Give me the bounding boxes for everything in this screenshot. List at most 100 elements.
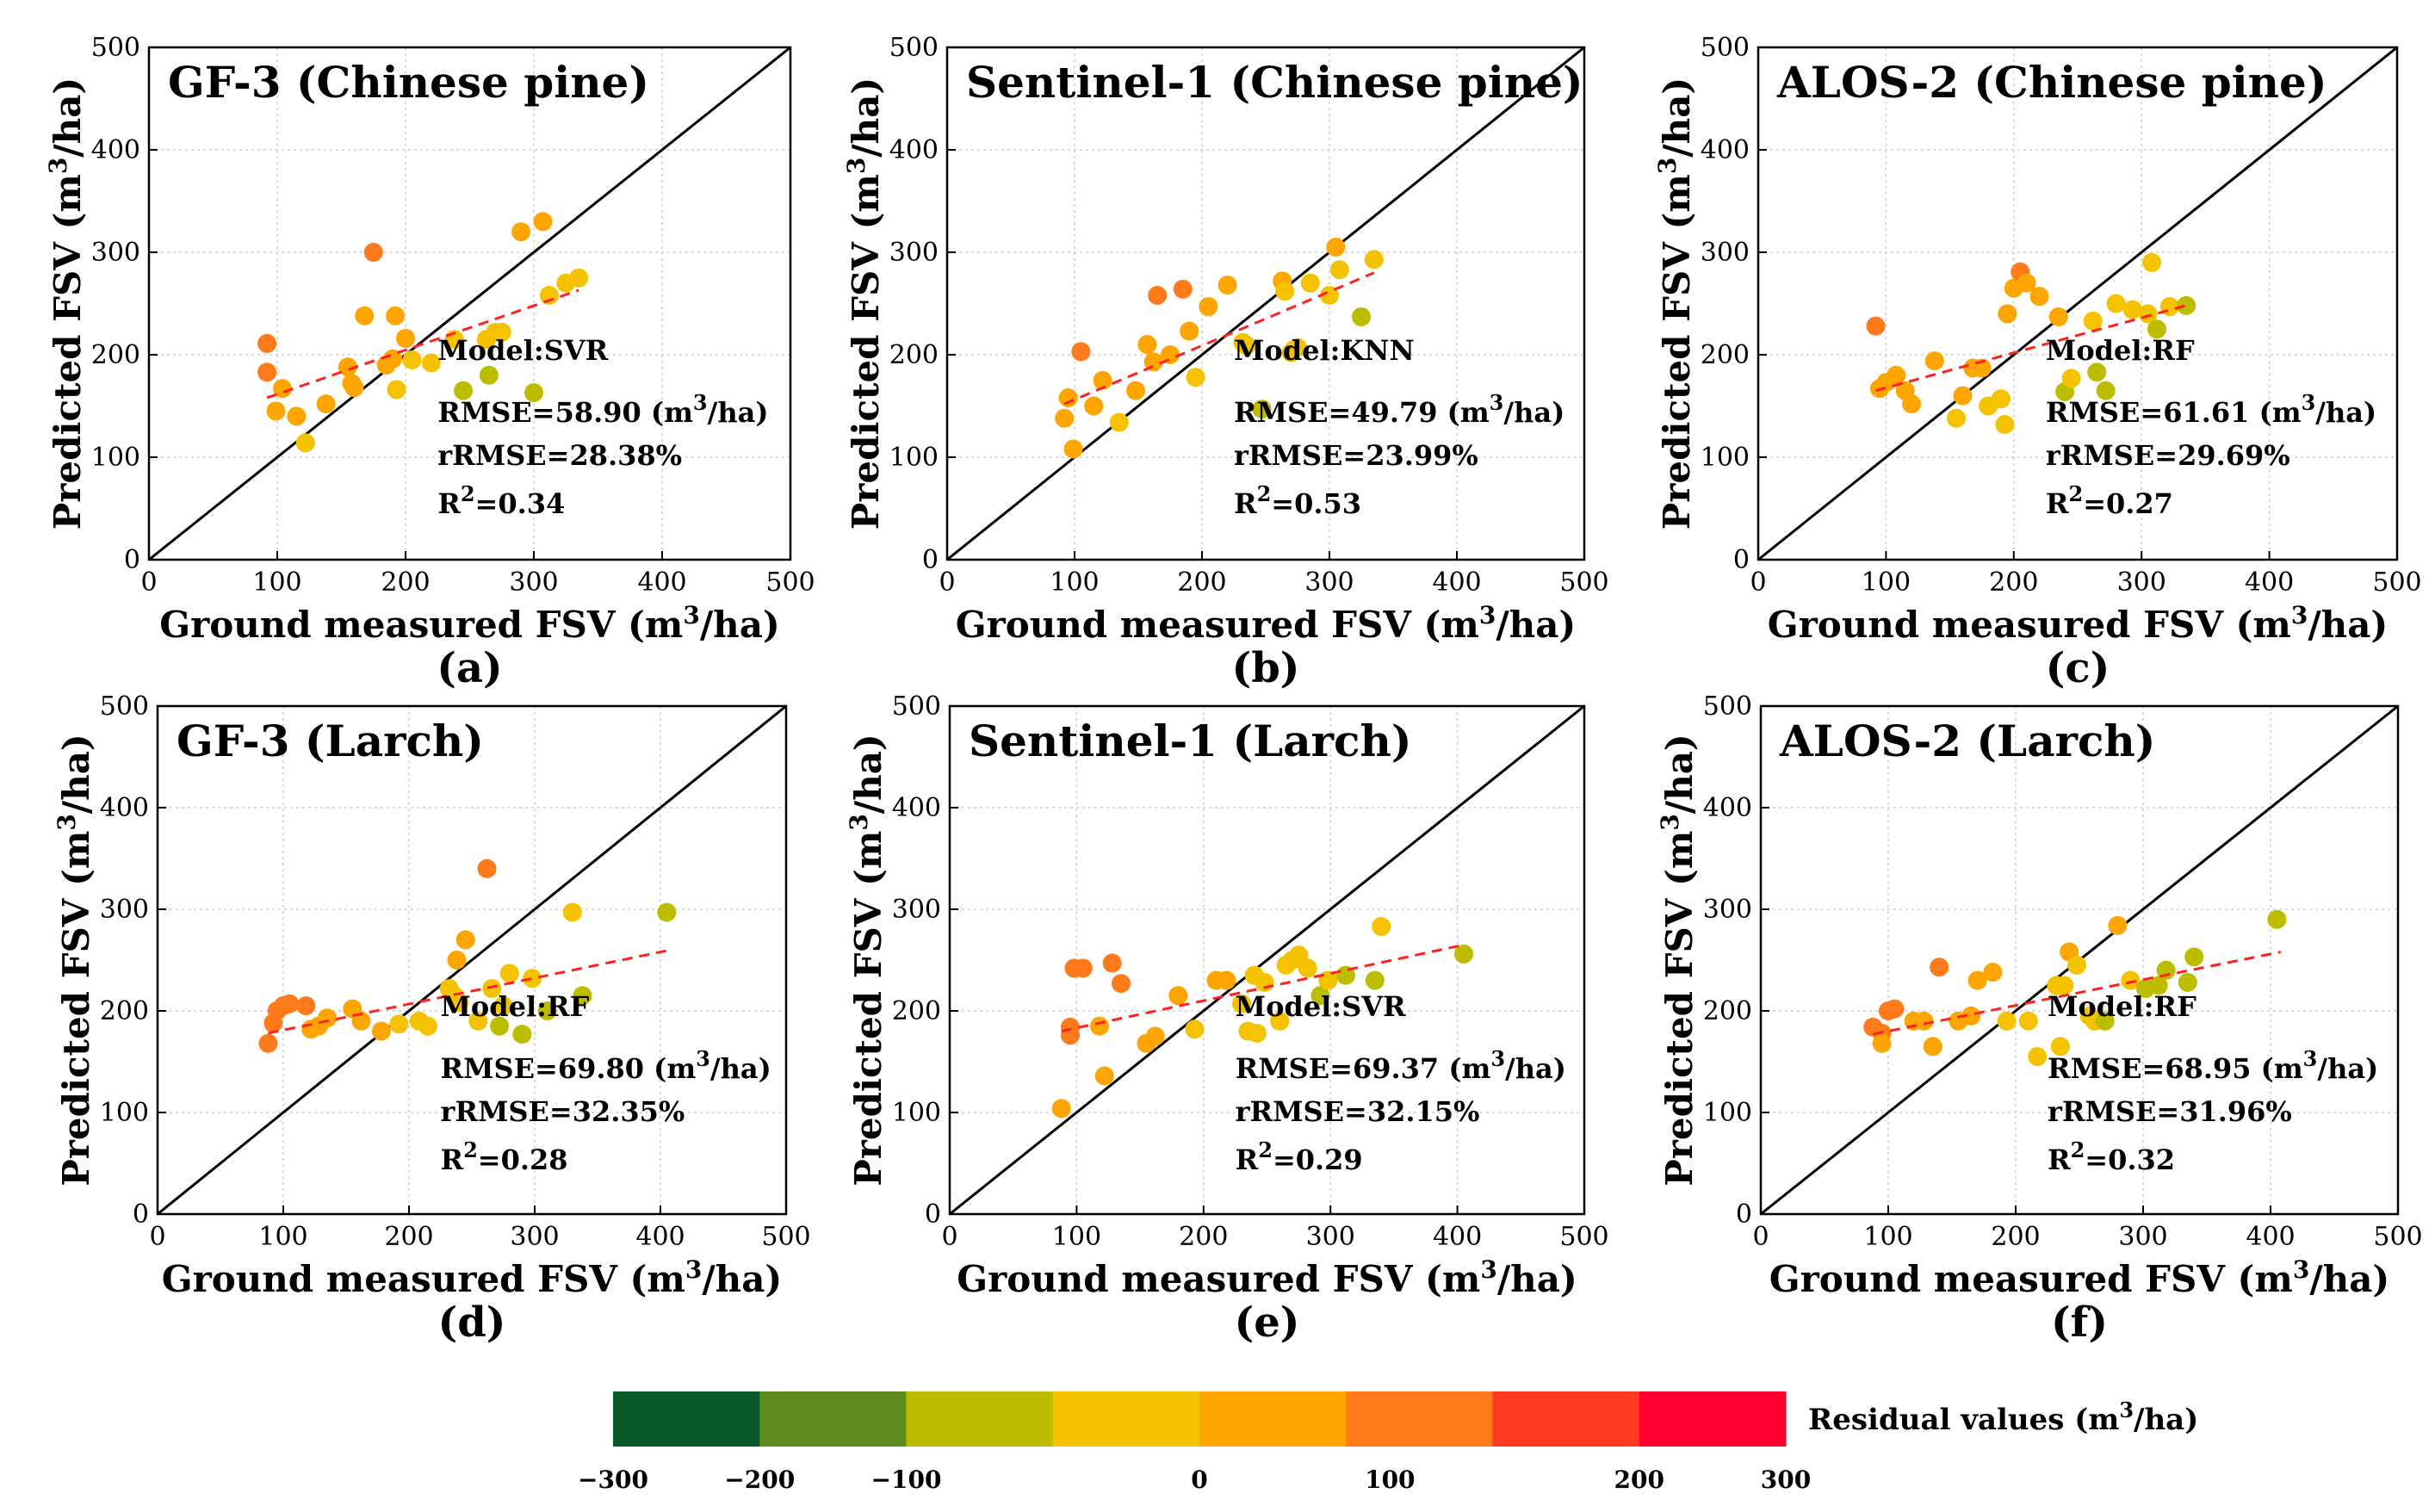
data-point [1887, 365, 1906, 385]
data-point [2108, 915, 2128, 935]
y-tick-label: 400 [1701, 135, 1750, 165]
data-point [2096, 381, 2116, 400]
data-point [272, 379, 292, 399]
rmse-label: RMSE=69.37 (m3/ha) [1236, 1045, 1566, 1085]
data-point [371, 1021, 391, 1041]
colorbar-swatch [1492, 1391, 1640, 1447]
data-point [402, 350, 422, 369]
data-point [1275, 282, 1295, 301]
panel-a: 00 100 100 200 200 300 300 400 400 500 500 GF-3 (Ch… [44, 33, 815, 692]
data-point [1329, 260, 1349, 280]
y-tick-label: 500 [1701, 33, 1750, 63]
data-point [1947, 408, 1967, 428]
x-tick-label: 400 [1432, 567, 1481, 598]
y-tick-label: 300 [889, 238, 939, 268]
panel-title: GF-3 (Larch) [177, 716, 484, 766]
colorbar-tick-label: −300 [578, 1466, 648, 1494]
trend-line [1872, 951, 2282, 1036]
y-tick-label: 100 [889, 443, 939, 473]
y-tick-label: 0 [133, 1199, 149, 1230]
r2-label: R2=0.32 [2048, 1137, 2175, 1176]
data-point [1185, 1019, 1205, 1039]
r2-label: R2=0.34 [437, 480, 565, 520]
data-point [562, 902, 582, 922]
r2-label: R2=0.27 [2046, 480, 2173, 520]
data-point [1111, 974, 1131, 994]
data-point [2048, 307, 2068, 326]
x-tick-label: 500 [761, 1222, 810, 1252]
model-label: Model:SVR [1236, 990, 1406, 1023]
data-point [287, 406, 307, 426]
trend-line [1875, 304, 2187, 393]
colorbar-tick-label: −100 [871, 1466, 942, 1494]
data-point [657, 902, 677, 922]
panel-c: 00 100 100 200 200 300 300 400 400 500 500 ALOS-2 (… [1653, 33, 2422, 692]
model-label: Model:RF [2046, 334, 2195, 367]
data-point [1071, 342, 1091, 362]
colorbar-swatch [613, 1391, 760, 1447]
panel-label: (f) [2051, 1298, 2108, 1347]
data-point [1961, 1006, 1981, 1026]
trend-line [266, 288, 579, 400]
y-tick-label: 0 [925, 1199, 941, 1230]
y-tick-label: 300 [100, 895, 149, 925]
plot-frame [1757, 46, 2399, 561]
panel-b: 00 100 100 200 200 300 300 400 400 500 500 Sentinel… [842, 33, 1609, 692]
data-point [1236, 336, 1256, 356]
rrmse-label: rRMSE=32.15% [1236, 1095, 1480, 1128]
x-tick-label: 400 [1433, 1222, 1482, 1252]
data-point [1310, 986, 1330, 1006]
colorbar: −300 −200 −100 0 100 200 300 Residual values (m… [578, 1391, 2198, 1494]
y-tick-label: 0 [922, 545, 939, 575]
colorbar-tick-label: 0 [1191, 1466, 1207, 1494]
data-point [2178, 972, 2197, 992]
data-point [1247, 1023, 1267, 1043]
data-point [338, 357, 357, 377]
data-point [1372, 917, 1391, 937]
data-point [2028, 1047, 2048, 1067]
data-point [493, 996, 513, 1016]
data-point [479, 365, 499, 385]
data-point [1061, 1017, 1081, 1037]
panel-title: ALOS-2 (Chinese pine) [1776, 57, 2327, 108]
data-point [455, 930, 475, 950]
data-point [447, 951, 467, 970]
data-point [449, 993, 469, 1013]
data-point [1364, 250, 1384, 270]
x-tick-label: 200 [384, 1222, 433, 1252]
data-point [2017, 273, 2036, 293]
x-tick-label: 300 [1306, 1222, 1355, 1252]
data-point [1093, 370, 1112, 390]
data-point [492, 322, 511, 342]
y-axis-label: Predicted FSV (m3/ha) [1653, 77, 1699, 530]
colorbar-swatch [759, 1391, 907, 1447]
rrmse-label: rRMSE=29.69% [2046, 439, 2290, 472]
data-point [2029, 287, 2049, 307]
r2-label: R2=0.29 [1236, 1137, 1363, 1176]
data-point [1270, 1011, 1290, 1031]
data-point [454, 381, 474, 400]
x-tick-label: 400 [635, 1222, 685, 1252]
data-point [2156, 960, 2176, 980]
y-tick-label: 100 [91, 443, 140, 473]
data-point [2142, 252, 2162, 272]
y-tick-label: 100 [1703, 1098, 1752, 1128]
y-tick-label: 100 [1701, 443, 1750, 473]
data-point [1199, 297, 1218, 317]
trend-line [1063, 271, 1375, 406]
y-tick-label: 0 [124, 545, 140, 575]
data-point [258, 1033, 278, 1053]
data-point [2121, 970, 2141, 990]
model-label: Model:RF [441, 990, 590, 1023]
x-tick-label: 300 [510, 1222, 559, 1252]
data-point [418, 1016, 437, 1036]
data-point [1255, 972, 1274, 992]
panel-title: Sentinel-1 (Larch) [969, 716, 1411, 766]
data-point [1365, 970, 1385, 990]
y-tick-label: 0 [1733, 545, 1750, 575]
colorbar-swatch [1346, 1391, 1493, 1447]
data-point [1180, 321, 1199, 341]
data-point [344, 378, 364, 398]
x-tick-label: 200 [1179, 1222, 1228, 1252]
plot-frame [945, 46, 1586, 561]
